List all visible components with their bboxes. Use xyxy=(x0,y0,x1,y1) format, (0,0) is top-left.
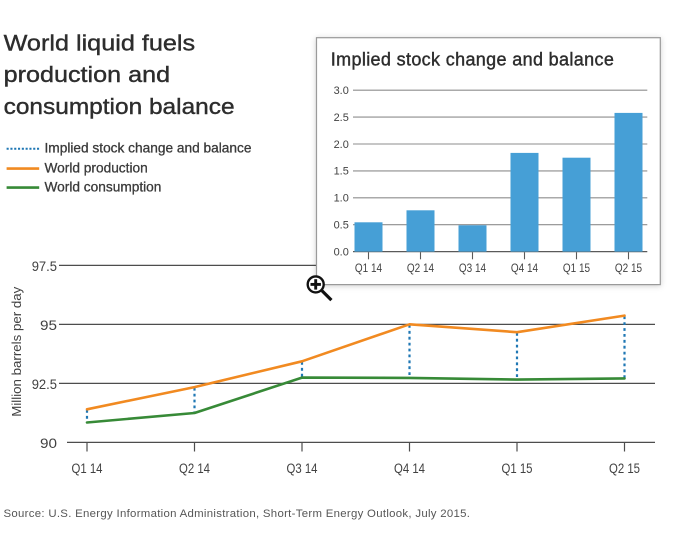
svg-text:World production: World production xyxy=(45,160,148,175)
svg-text:92.5: 92.5 xyxy=(32,377,57,392)
svg-text:consumption balance: consumption balance xyxy=(4,94,235,119)
svg-text:World liquid fuels: World liquid fuels xyxy=(4,30,196,55)
svg-text:Implied stock change and balan: Implied stock change and balance xyxy=(331,49,614,69)
svg-text:1.0: 1.0 xyxy=(334,193,349,205)
svg-text:Q1 15: Q1 15 xyxy=(563,262,590,275)
svg-text:Q1 14: Q1 14 xyxy=(355,262,383,275)
svg-text:2.5: 2.5 xyxy=(334,112,349,124)
svg-text:0.0: 0.0 xyxy=(334,246,349,258)
svg-text:Q3 14: Q3 14 xyxy=(287,461,318,476)
svg-text:Million barrels per day: Million barrels per day xyxy=(9,286,24,416)
svg-text:2.0: 2.0 xyxy=(334,139,349,151)
svg-text:Q4 14: Q4 14 xyxy=(394,461,425,476)
svg-text:95: 95 xyxy=(40,318,57,333)
svg-text:Q2 15: Q2 15 xyxy=(609,461,640,476)
svg-text:3.0: 3.0 xyxy=(334,85,349,97)
svg-text:Q3 14: Q3 14 xyxy=(459,262,487,275)
svg-text:World consumption: World consumption xyxy=(45,179,162,194)
svg-text:Q2 14: Q2 14 xyxy=(179,461,210,476)
svg-text:1.5: 1.5 xyxy=(334,166,349,178)
svg-text:Q2 14: Q2 14 xyxy=(407,262,435,275)
svg-text:production and: production and xyxy=(4,62,171,87)
svg-text:Source: U.S. Energy Informatio: Source: U.S. Energy Information Administ… xyxy=(4,508,471,520)
svg-text:Q1 15: Q1 15 xyxy=(502,461,533,476)
svg-text:97.5: 97.5 xyxy=(32,259,57,274)
svg-text:0.5: 0.5 xyxy=(334,220,349,232)
svg-text:90: 90 xyxy=(40,436,57,451)
svg-text:Q2 15: Q2 15 xyxy=(615,262,642,275)
svg-text:Implied stock change and balan: Implied stock change and balance xyxy=(45,141,252,156)
svg-text:Q4 14: Q4 14 xyxy=(511,262,539,275)
svg-text:Q1 14: Q1 14 xyxy=(72,461,103,476)
